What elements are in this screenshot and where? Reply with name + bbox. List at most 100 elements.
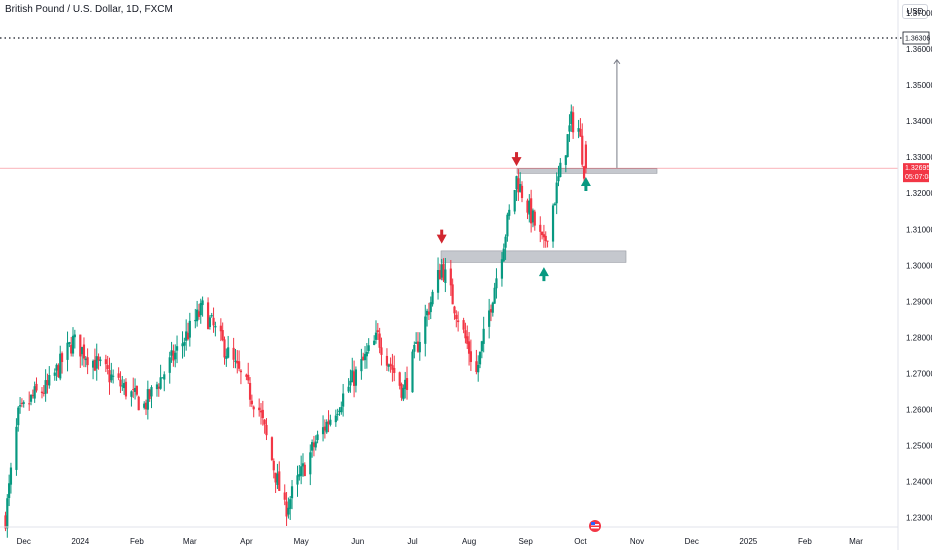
candle-body [300, 466, 303, 476]
last-price-tag [903, 163, 929, 183]
candle-body [186, 332, 190, 340]
candle-body [424, 316, 427, 344]
candle-body [413, 344, 416, 352]
candle-body [232, 347, 235, 360]
candle-body [33, 386, 36, 399]
annotations [436, 59, 621, 282]
candle-body [272, 460, 275, 471]
time-tick-label: Sep [519, 537, 534, 546]
candle-body [174, 352, 177, 360]
time-tick-label: Mar [183, 537, 197, 546]
candle-body [453, 306, 456, 314]
candle-body [108, 370, 111, 383]
candle-body [427, 311, 431, 315]
candle-body [95, 356, 98, 369]
candle-body [542, 234, 546, 238]
sr-zone [516, 168, 658, 174]
candle-body [106, 365, 109, 370]
candle-body [206, 302, 210, 330]
candle-body [466, 336, 469, 344]
candle-body [311, 442, 314, 451]
candle-body [312, 442, 316, 447]
candle-body [504, 236, 507, 248]
candle-body [530, 198, 533, 224]
candle-body [373, 340, 376, 345]
candle-body [71, 335, 75, 354]
candle-body [210, 315, 213, 317]
candle-body [582, 166, 586, 179]
buy-arrow-icon [538, 267, 549, 282]
price-tick-label: 1.36000 [906, 45, 932, 54]
candle-body [570, 111, 573, 125]
candle-body [290, 486, 294, 499]
candle-body [283, 492, 286, 500]
candle-body [365, 351, 368, 357]
chart-title: British Pound / U.S. Dollar, 1D, FXCM [5, 4, 173, 15]
candle-body [303, 464, 306, 476]
support-resistance-zones [440, 168, 658, 263]
candle-body [553, 203, 556, 206]
candle-body [429, 302, 432, 313]
candle-body [488, 310, 491, 327]
candle-body [214, 325, 217, 328]
price-tick-label: 1.26000 [906, 405, 932, 414]
candle-body [349, 380, 352, 386]
candle-body [531, 210, 535, 223]
candle-body [104, 359, 107, 365]
candle-body [568, 125, 571, 132]
price-tick-label: 1.29000 [906, 297, 932, 306]
price-tick-label: 1.25000 [906, 442, 932, 451]
candle-body [117, 373, 120, 378]
candle-body [557, 176, 560, 182]
candle-body [482, 328, 485, 344]
flag-icon[interactable] [589, 520, 601, 532]
time-tick-label: Aug [462, 537, 476, 546]
candle-body [110, 374, 113, 381]
candle-body [405, 378, 409, 390]
candle-body [360, 359, 363, 372]
candle-body [130, 391, 133, 397]
candle-body [20, 402, 24, 404]
candle-body [415, 342, 418, 344]
candle-body [546, 240, 549, 242]
candle-body [513, 190, 516, 212]
candle-body [196, 309, 199, 322]
sell-arrow-icon [511, 152, 522, 167]
price-tick-label: 1.31000 [906, 225, 932, 234]
candle-body [540, 231, 544, 236]
price-tick-label: 1.33000 [906, 153, 932, 162]
candle-body [55, 364, 58, 371]
price-axis[interactable]: 1.37000 1.36000 1.35000 1.34000 1.33000 1.320… [906, 9, 932, 523]
candle-body [438, 270, 441, 280]
candle-body [347, 386, 350, 392]
candle-body [137, 396, 140, 411]
candle-body [455, 314, 458, 320]
candle-body [508, 209, 511, 216]
candle-body [528, 200, 531, 215]
sell-arrow-icon [436, 229, 447, 244]
candle-body [475, 361, 478, 372]
time-tick-label: Oct [574, 537, 587, 546]
candle-body [79, 334, 82, 357]
time-tick-label: Dec [17, 537, 31, 546]
time-axis[interactable]: Dec 2024 Feb Mar Apr May Jun Jul Aug Sep Oct Nov Dec… [17, 537, 864, 546]
candle-body [425, 310, 429, 316]
candle-body [398, 372, 401, 386]
candle-body [544, 235, 547, 242]
candle-body [336, 413, 339, 415]
candle-body [46, 380, 49, 385]
candle-body [124, 381, 128, 397]
currency-button[interactable]: USD [902, 4, 928, 19]
candle-body [201, 300, 204, 306]
candle-body [402, 387, 405, 400]
candle-body [393, 367, 396, 373]
candle-body [577, 128, 580, 132]
candle-body [185, 331, 188, 341]
candle-body [367, 345, 370, 351]
candle-body [68, 342, 71, 344]
candle-body [517, 178, 520, 193]
candle-body [276, 473, 279, 485]
candle-body [464, 330, 467, 339]
candle-body [431, 291, 434, 305]
